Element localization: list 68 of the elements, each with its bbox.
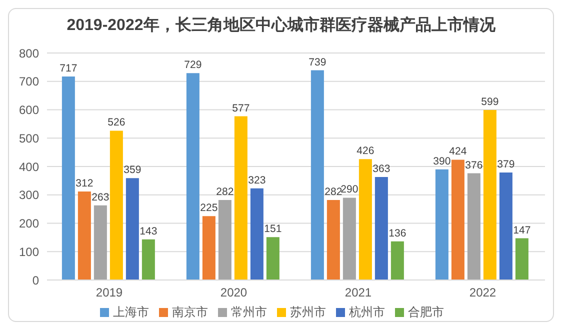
- bar: [186, 73, 200, 280]
- data-label: 363: [372, 163, 390, 175]
- bar: [342, 198, 356, 280]
- legend-label: 苏州市: [290, 305, 326, 319]
- bar: [390, 241, 404, 280]
- bar: [218, 200, 232, 280]
- data-label: 577: [232, 102, 250, 114]
- bar: [326, 200, 340, 280]
- data-label: 147: [513, 224, 531, 236]
- bar: [62, 76, 75, 280]
- bar: [234, 116, 248, 280]
- bar: [435, 169, 448, 280]
- y-tick-label: 200: [18, 216, 40, 231]
- bar: [126, 178, 139, 280]
- data-label: 282: [324, 186, 342, 198]
- bar: [374, 177, 388, 280]
- data-label: 143: [140, 225, 158, 238]
- y-tick-label: 400: [18, 160, 40, 174]
- bar: [515, 238, 528, 280]
- x-tick-label: 2020: [220, 286, 248, 300]
- y-tick-label: 0: [32, 273, 40, 288]
- data-label: 376: [465, 159, 483, 172]
- legend-label: 常州市: [231, 305, 267, 319]
- bar: [94, 205, 107, 280]
- data-label: 390: [433, 155, 451, 168]
- bar: [142, 239, 155, 280]
- bar: [310, 70, 324, 280]
- legend-label: 上海市: [113, 305, 149, 319]
- data-label: 526: [108, 116, 126, 129]
- data-label: 263: [92, 191, 110, 204]
- data-label: 379: [497, 158, 515, 170]
- bar: [78, 191, 91, 280]
- data-label: 424: [449, 146, 467, 158]
- data-label: 290: [340, 184, 358, 196]
- data-label: 225: [200, 202, 218, 214]
- data-label: 729: [184, 59, 202, 72]
- bar: [358, 159, 372, 280]
- chart-title: 2019-2022年，长三角地区中心城市群医疗器械产品上市情况: [66, 15, 496, 36]
- data-label: 739: [308, 56, 326, 68]
- y-tick-label: 600: [18, 103, 40, 118]
- x-tick-label: 2022: [469, 286, 496, 300]
- bar: [202, 216, 216, 280]
- bar: [451, 160, 464, 280]
- y-tick-label: 500: [18, 131, 40, 146]
- bar: [499, 172, 512, 280]
- data-label: 282: [216, 186, 234, 198]
- bar: [467, 173, 480, 280]
- y-tick-label: 700: [18, 74, 40, 89]
- legend-label: 南京市: [172, 305, 208, 319]
- legend-label: 杭州市: [349, 305, 385, 319]
- data-label: 599: [481, 96, 499, 108]
- data-label: 359: [124, 164, 142, 176]
- data-label: 136: [388, 227, 406, 240]
- bar: [250, 188, 264, 280]
- bar: [266, 237, 280, 280]
- bar: [110, 130, 123, 280]
- data-label: 323: [248, 174, 266, 186]
- data-label: 426: [356, 145, 374, 158]
- y-tick-label: 100: [18, 244, 40, 259]
- legend-label: 合肥市: [408, 305, 444, 319]
- data-label: 151: [264, 223, 282, 236]
- data-label: 312: [76, 177, 94, 190]
- x-tick-label: 2019: [96, 286, 123, 300]
- data-label: 717: [60, 62, 78, 75]
- x-tick-label: 2021: [344, 286, 372, 300]
- y-tick-label: 800: [18, 46, 40, 60]
- y-tick-label: 300: [18, 188, 40, 202]
- bar: [483, 110, 496, 280]
